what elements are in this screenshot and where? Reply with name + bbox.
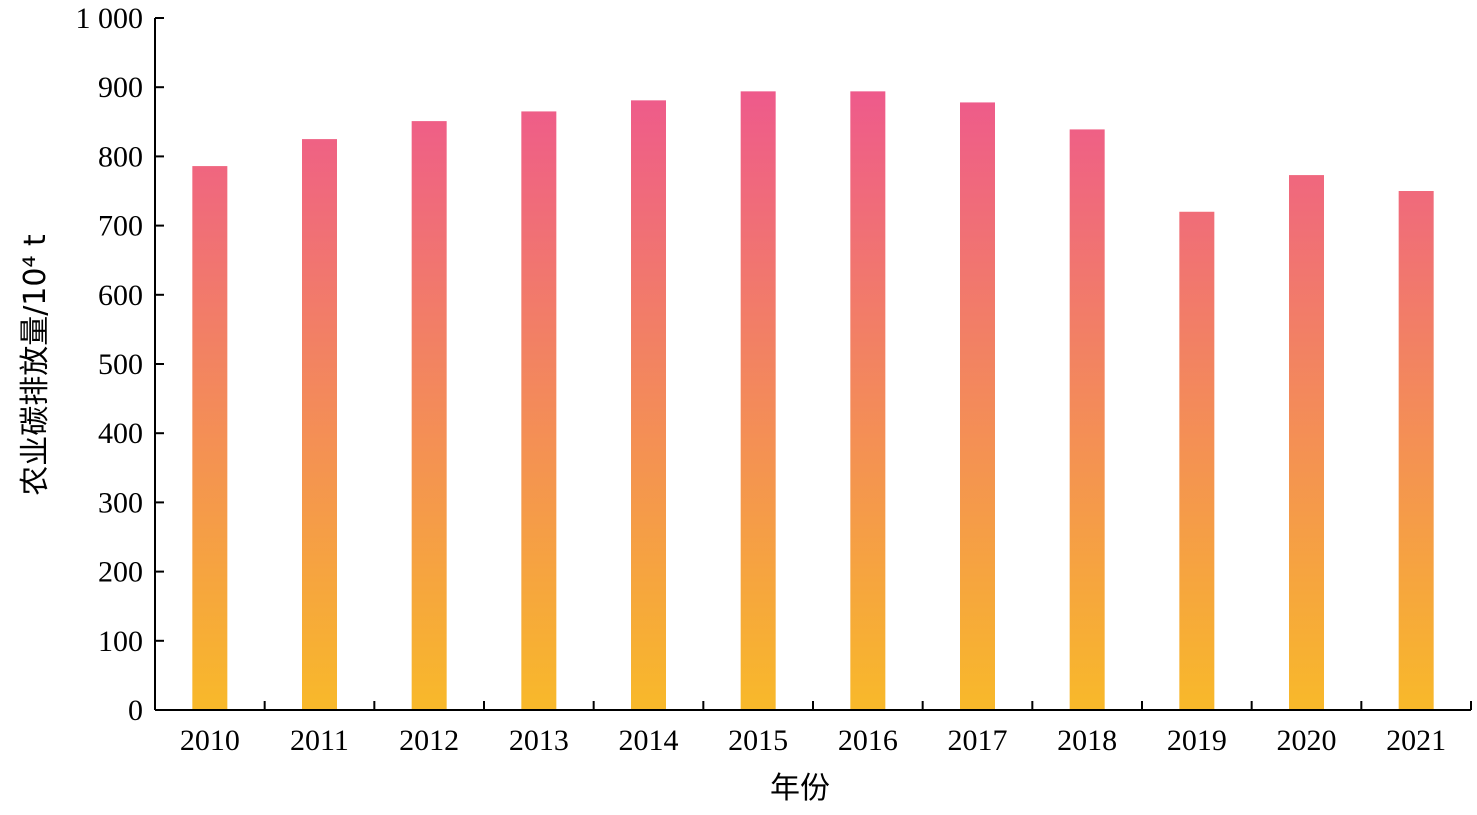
bar-2013 [521, 111, 557, 711]
x-tick-label: 2011 [290, 724, 349, 757]
y-tick-label: 700 [98, 210, 143, 243]
y-tick-label: 0 [128, 694, 143, 727]
y-tick-label: 600 [98, 279, 143, 312]
bar-2019 [1179, 211, 1215, 710]
bar-2014 [631, 100, 666, 710]
x-axis: 2010 2011 2012 2013 2014 2015 2016 2017 2018 2019… [155, 701, 1472, 757]
x-tick-label: 2010 [180, 724, 240, 757]
bar-2021 [1398, 191, 1434, 710]
bar-2018 [1069, 129, 1105, 711]
y-axis: 0 100 200 300 400 500 600 700 800 900 1 000 [76, 2, 164, 727]
x-tick-label: 2013 [509, 724, 569, 757]
bar-2010 [192, 166, 228, 710]
x-tick-label: 2019 [1167, 724, 1227, 757]
x-tick-label: 2017 [948, 724, 1008, 757]
x-tick-label: 2020 [1277, 724, 1337, 757]
y-axis-title: 农业碳排放量/10⁴ t [18, 234, 53, 496]
x-axis-title: 年份 [770, 771, 830, 806]
bar-2016 [850, 91, 886, 711]
y-tick-label: 200 [98, 556, 143, 589]
x-tick-label: 2014 [619, 724, 679, 757]
bar-2017 [960, 102, 995, 710]
bar-2020 [1289, 175, 1324, 711]
bar-2012 [411, 121, 447, 710]
y-tick-label: 1 000 [76, 2, 144, 35]
y-tick-label: 800 [98, 140, 143, 173]
x-tick-label: 2016 [838, 724, 898, 757]
x-tick-label: 2012 [399, 724, 459, 757]
bar-2011 [302, 139, 337, 711]
y-tick-label: 100 [98, 625, 143, 658]
y-tick-label: 500 [98, 348, 143, 381]
x-tick-label: 2018 [1057, 724, 1117, 757]
x-tick-label: 2015 [728, 724, 788, 757]
y-tick-label: 400 [98, 417, 143, 450]
y-tick-label: 900 [98, 71, 143, 104]
y-tick-label: 300 [98, 486, 143, 519]
bars-group [192, 91, 1434, 711]
x-tick-label: 2021 [1386, 724, 1446, 757]
bar-2015 [740, 91, 776, 711]
